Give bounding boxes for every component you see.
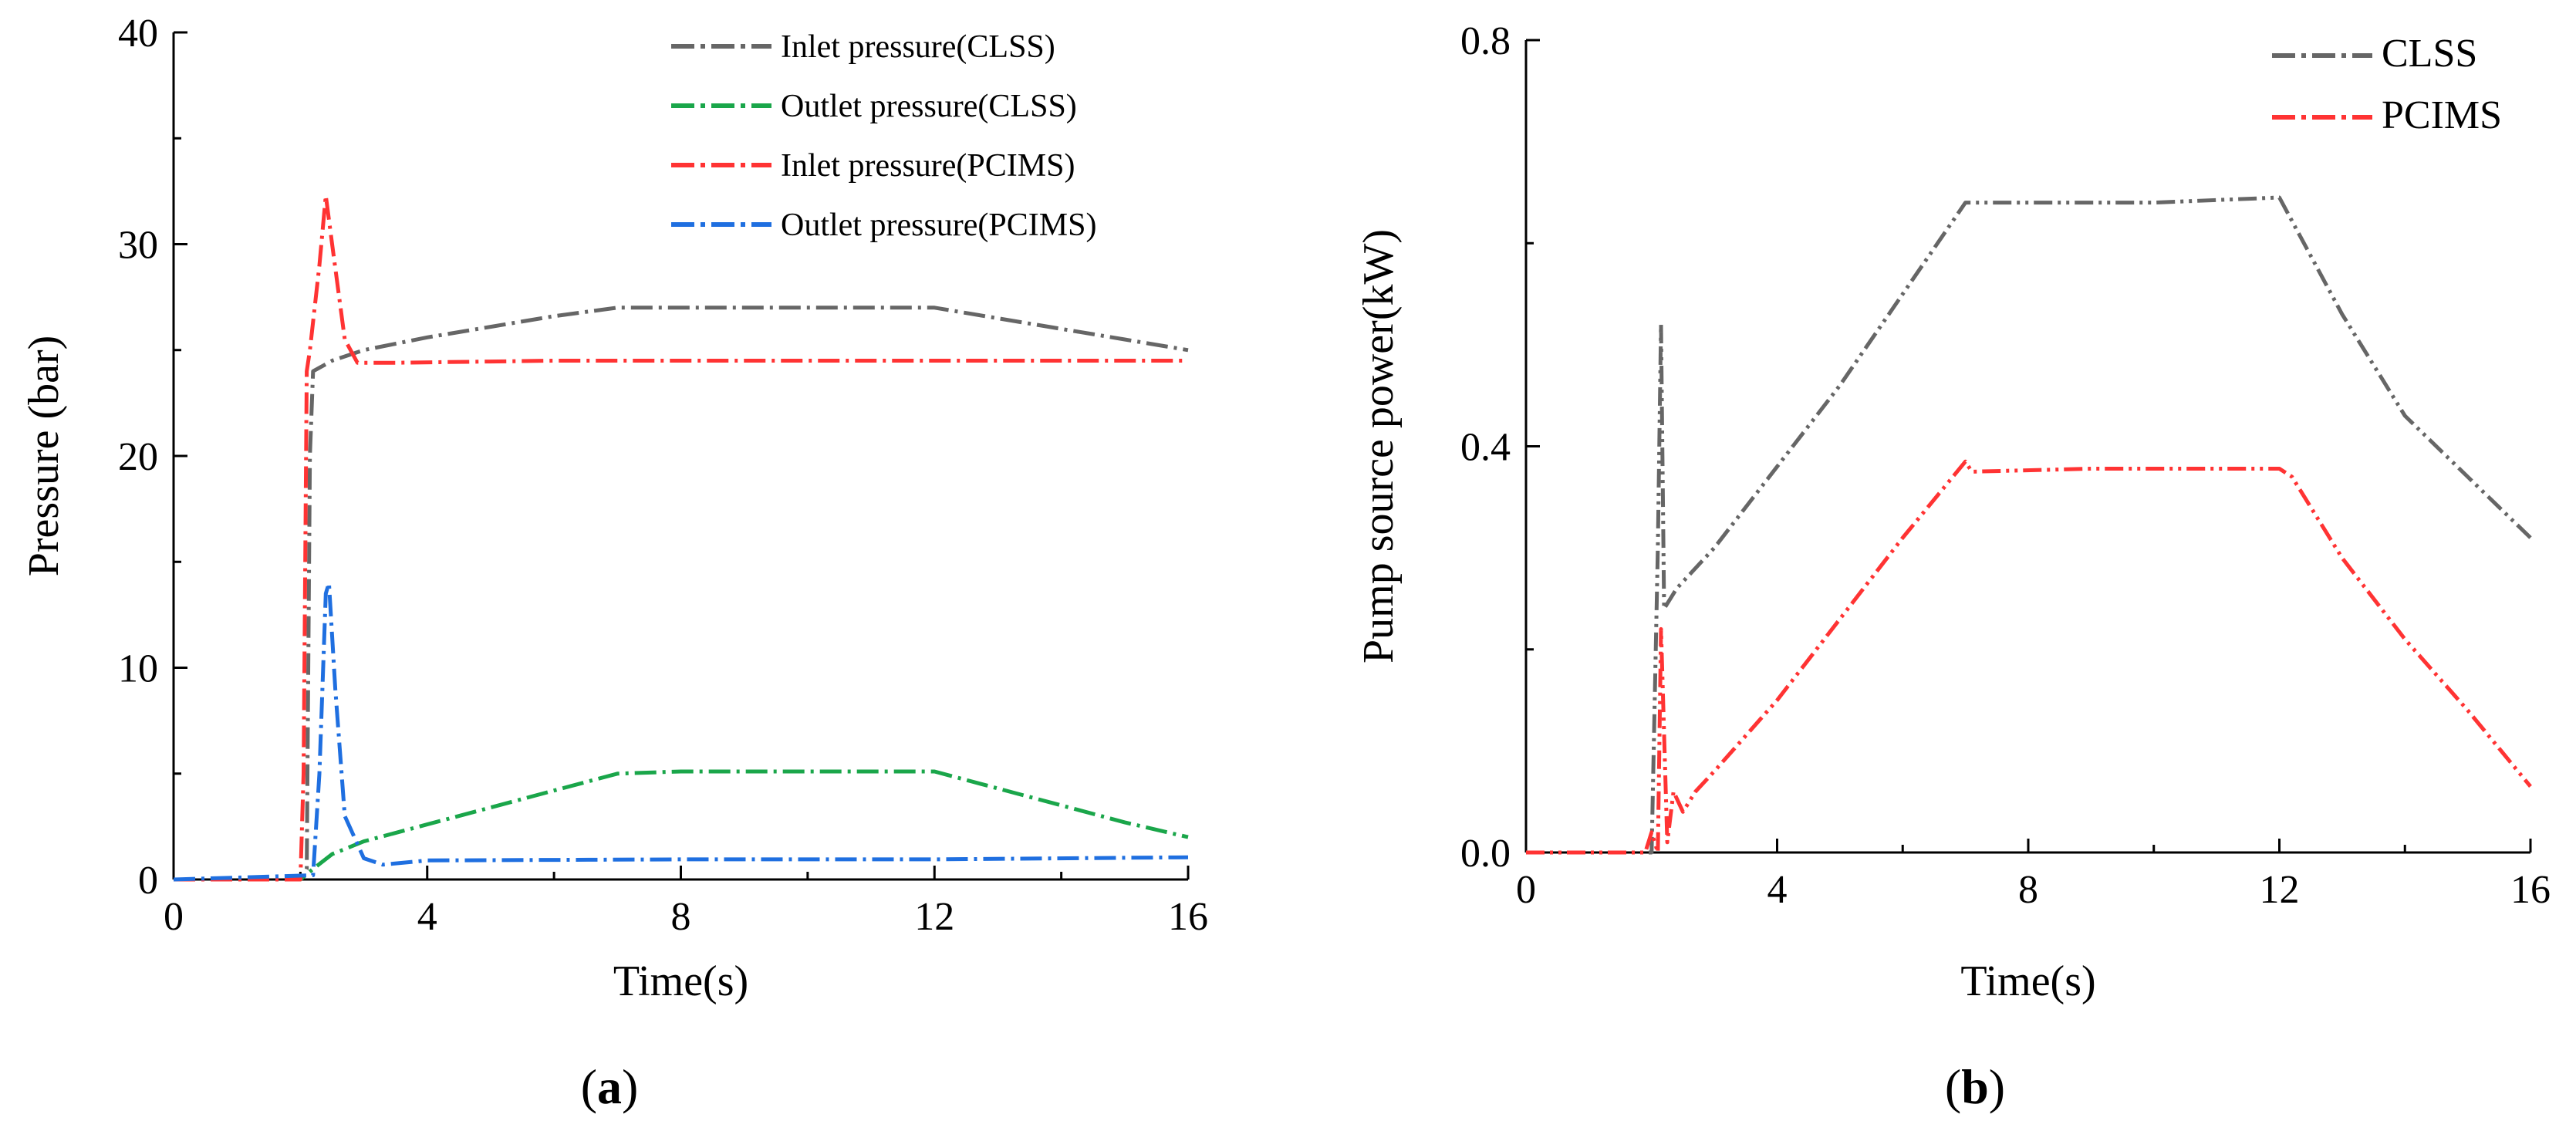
y-tick-label: 30 — [118, 224, 158, 268]
series-line-4 — [173, 581, 1189, 882]
series-line-2 — [174, 769, 1189, 882]
legend-entry: PCIMS — [2382, 93, 2502, 137]
x-axis-label: Time(s) — [613, 957, 748, 1005]
legend-entry: Inlet pressure(CLSS) — [781, 29, 1055, 65]
y-tick-label: 0.0 — [1460, 832, 1511, 876]
y-tick-label: 0 — [138, 859, 158, 903]
legend: CLSS PCIMS — [2272, 32, 2502, 137]
series-line-1 — [1526, 195, 2532, 855]
y-tick-label: 10 — [118, 647, 158, 691]
series-line-3 — [174, 193, 1188, 882]
panel-a-caption: (a) — [581, 1059, 639, 1114]
y-tick-label: 40 — [118, 12, 158, 56]
panel-a-chart: 0 4 8 12 16 0 10 20 30 40 Time(s) Pressure (bar) Inl… — [20, 12, 1208, 1005]
x-tick-label: 12 — [914, 895, 954, 939]
legend-entry: Outlet pressure(CLSS) — [781, 89, 1077, 124]
series-line-2 — [1526, 459, 2532, 855]
x-tick-label: 16 — [1168, 895, 1208, 939]
legend-entry: Inlet pressure(PCIMS) — [781, 148, 1075, 184]
x-tick-label: 12 — [2260, 868, 2300, 912]
series-line-1 — [174, 306, 1189, 882]
y-tick-label: 0.4 — [1460, 426, 1511, 470]
x-tick-label: 0 — [1516, 868, 1536, 912]
y-axis-label: Pressure (bar) — [20, 336, 68, 577]
y-tick-label: 20 — [118, 435, 158, 479]
x-tick-label: 16 — [2510, 868, 2551, 912]
y-axis-label: Pump source power(kW) — [1355, 229, 1403, 663]
x-tick-label: 4 — [1767, 868, 1788, 912]
x-tick-label: 0 — [164, 895, 184, 939]
panel-b-caption: (b) — [1945, 1059, 2005, 1114]
legend-entry: CLSS — [2382, 32, 2477, 76]
x-axis-label: Time(s) — [1960, 957, 2095, 1005]
x-tick-label: 8 — [671, 895, 691, 939]
legend-entry: Outlet pressure(PCIMS) — [781, 208, 1096, 243]
y-tick-label: 0.8 — [1460, 19, 1511, 63]
panel-b-chart: 0 4 8 12 16 0.0 0.4 0.8 Time(s) Pump source power… — [1355, 19, 2551, 1005]
x-tick-label: 4 — [417, 895, 437, 939]
x-tick-label: 8 — [2018, 868, 2038, 912]
legend: Inlet pressure(CLSS) Outlet pressure(CLSS… — [671, 29, 1096, 243]
